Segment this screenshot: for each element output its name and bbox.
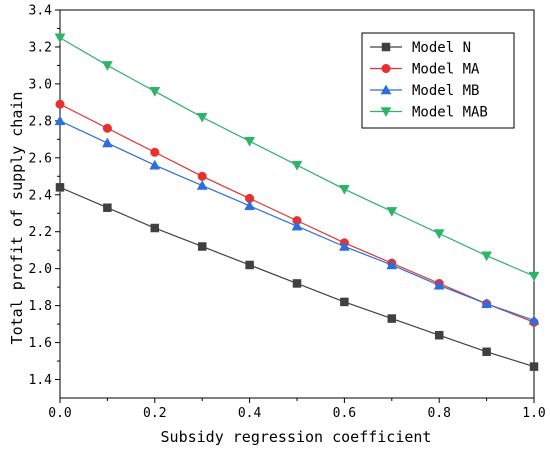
data-point-model-mb <box>528 314 540 325</box>
legend-item-model-mab: Model MAB <box>370 105 488 121</box>
legend-label: Model MAB <box>412 105 488 121</box>
x-tick-label: 1.0 <box>522 406 545 421</box>
axes: 0.0 0.2 0.4 0.6 0.8 1.0 1.4 1.6 1.8 2.0 2.2 2.4 2.6 2… <box>29 4 546 422</box>
data-point-model-mb <box>149 159 161 170</box>
data-point-model-mb <box>481 298 493 309</box>
data-point-model-n <box>197 242 207 251</box>
series-line-model-n <box>59 186 535 368</box>
data-point-model-n <box>55 183 65 192</box>
y-tick-label: 2.2 <box>29 225 52 240</box>
data-point-model-ma <box>150 147 160 157</box>
data-point-model-n <box>434 330 444 340</box>
x-tick-label: 0.2 <box>143 406 166 421</box>
data-point-model-mb <box>244 200 256 211</box>
data-point-model-mb <box>101 137 113 148</box>
series-model-ma <box>55 99 539 327</box>
y-tick-label: 3.0 <box>29 77 52 92</box>
y-tick-label: 1.6 <box>29 336 52 351</box>
data-point-model-mab <box>528 271 540 282</box>
data-point-model-mab <box>433 229 445 240</box>
legend-item-model-mb: Model MB <box>370 83 479 99</box>
data-point-model-n <box>245 260 254 270</box>
y-tick-label: 2.8 <box>29 114 52 129</box>
series-model-mab <box>54 33 540 282</box>
data-point-model-n <box>340 297 349 307</box>
data-point-model-mab <box>149 87 161 97</box>
legend-marker <box>381 63 391 74</box>
data-point-model-mab <box>386 207 398 217</box>
data-point-model-ma <box>55 99 65 109</box>
y-tick-label: 2.4 <box>29 188 53 203</box>
data-point-model-mab <box>481 251 493 262</box>
legend: Model N Model MA Model MB Model MAB <box>361 32 515 129</box>
y-tick-label: 1.4 <box>29 373 53 388</box>
data-point-model-mb <box>54 115 66 126</box>
data-point-model-mab <box>338 184 350 195</box>
x-axis-title: Subsidy regression coefficient <box>161 428 432 446</box>
data-point-model-mb <box>433 279 445 290</box>
y-axis-title: Total profit of supply chain <box>8 92 26 345</box>
legend-label: Model MA <box>412 62 480 78</box>
data-point-model-n <box>103 203 112 212</box>
data-point-model-n <box>150 223 160 233</box>
legend-marker <box>380 84 392 95</box>
data-point-model-mb <box>291 220 303 231</box>
y-tick-label: 2.0 <box>29 262 52 277</box>
series-model-mb <box>54 115 540 325</box>
legend-label: Model MB <box>412 83 479 99</box>
data-point-model-ma <box>197 171 207 181</box>
y-tick-label: 3.4 <box>29 4 53 19</box>
x-tick-label: 0.6 <box>333 406 356 421</box>
data-point-model-n <box>387 314 397 323</box>
data-point-model-mb <box>338 240 350 251</box>
x-tick-label: 0.0 <box>48 406 71 421</box>
legend-label: Model N <box>412 40 471 56</box>
data-point-model-mab <box>101 61 113 71</box>
series-model-n <box>55 183 539 371</box>
legend-marker <box>381 42 391 52</box>
legend-marker <box>380 107 392 118</box>
data-point-model-n <box>482 347 491 357</box>
data-point-model-mab <box>244 136 256 147</box>
data-point-model-ma <box>102 123 112 133</box>
data-point-model-mb <box>196 180 208 190</box>
data-point-model-mb <box>386 259 398 270</box>
y-tick-label: 3.2 <box>29 40 52 55</box>
legend-item-model-n: Model N <box>370 40 471 56</box>
x-tick-label: 0.4 <box>238 406 262 421</box>
x-tick-label: 0.8 <box>427 406 450 421</box>
data-point-model-n <box>292 279 302 288</box>
data-point-model-n <box>529 362 539 371</box>
series-line-model-ma <box>59 103 535 323</box>
legend-item-model-ma: Model MA <box>370 62 480 78</box>
data-point-model-mab <box>54 33 66 44</box>
data-point-model-mab <box>291 160 303 171</box>
y-tick-label: 1.8 <box>29 299 52 314</box>
series-layer <box>54 33 540 371</box>
data-point-model-mab <box>196 112 208 123</box>
y-tick-label: 2.6 <box>29 151 52 166</box>
